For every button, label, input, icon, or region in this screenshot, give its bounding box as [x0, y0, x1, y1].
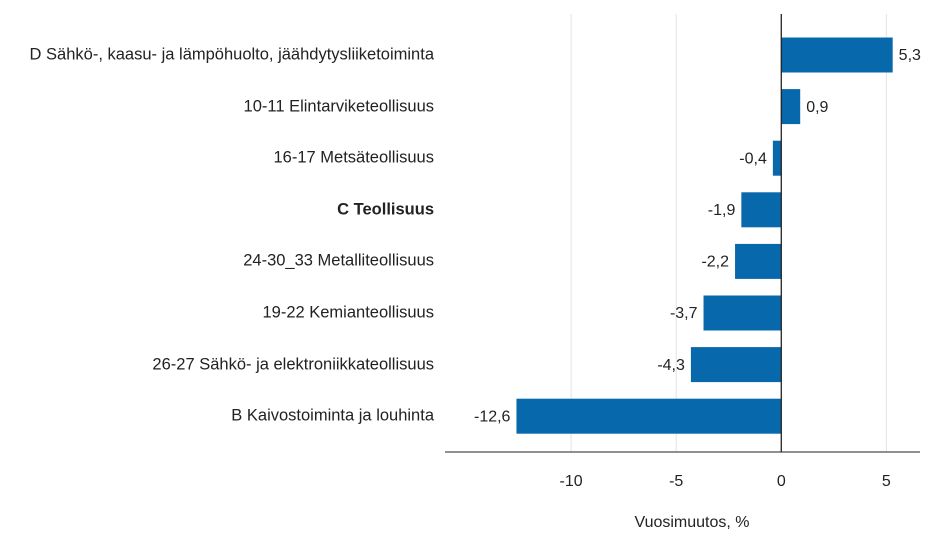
- value-label: 0,9: [806, 99, 828, 116]
- y-tick-label: 26-27 Sähkö- ja elektroniikkateollisuus: [152, 355, 434, 374]
- bar: [690, 347, 782, 383]
- bar: [516, 398, 782, 434]
- value-label: 5,3: [899, 47, 921, 64]
- value-label: -1,9: [708, 202, 736, 219]
- bar: [703, 295, 782, 331]
- y-tick-label: 10-11 Elintarviketeollisuus: [243, 97, 434, 116]
- x-tick-label: 0: [777, 473, 786, 490]
- y-tick-label: D Sähkö-, kaasu- ja lämpöhuolto, jäähdyt…: [29, 45, 434, 64]
- value-label: -4,3: [657, 357, 685, 374]
- y-tick-label: C Teollisuus: [337, 200, 434, 219]
- bar: [735, 243, 782, 279]
- y-tick-label: B Kaivostoiminta ja louhinta: [231, 406, 434, 425]
- bar: [772, 140, 782, 176]
- bar: [741, 192, 782, 228]
- y-tick-label: 19-22 Kemianteollisuus: [262, 303, 434, 322]
- value-label: -2,2: [701, 254, 729, 271]
- value-label: -3,7: [670, 305, 698, 322]
- x-tick-label: -10: [560, 473, 583, 490]
- bar: [781, 37, 893, 73]
- value-label: -12,6: [474, 408, 511, 425]
- x-tick-label: -5: [669, 473, 683, 490]
- y-tick-label: 16-17 Metsäteollisuus: [273, 148, 434, 167]
- bar: [781, 89, 801, 125]
- y-tick-label: 24-30_33 Metalliteollisuus: [243, 251, 434, 270]
- value-label: -0,4: [739, 150, 767, 167]
- x-axis-title: Vuosimuutos, %: [634, 514, 749, 531]
- x-tick-label: 5: [882, 473, 891, 490]
